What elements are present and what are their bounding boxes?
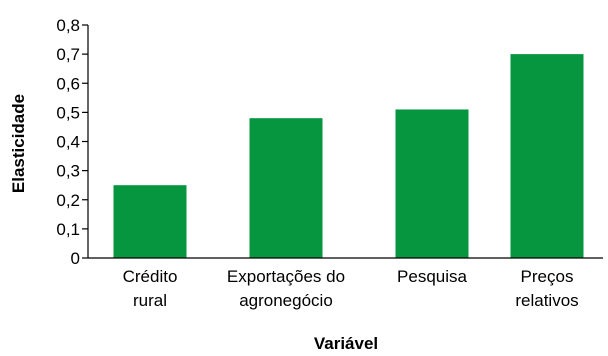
y-tick-label: 0,2 [56, 191, 80, 210]
y-tick-label: 0,7 [56, 45, 80, 64]
x-category-label: Exportações do agronegócio [227, 267, 345, 310]
y-tick-label: 0,5 [56, 103, 80, 122]
x-category-label: Pesquisa [397, 267, 467, 286]
bar [249, 118, 323, 258]
x-axis-category-labels: Crédito rural Exportações do agronegócio Pes… [123, 267, 579, 310]
y-tick-label: 0 [71, 249, 80, 268]
x-category-label: Crédito rural [123, 267, 178, 310]
bar [113, 185, 187, 258]
y-axis-ticks: 0 0,1 0,2 0,3 0,4 0,5 0,6 0,7 0,8 [56, 16, 88, 268]
bar [395, 109, 469, 259]
y-tick-label: 0,1 [56, 220, 80, 239]
axes [87, 25, 603, 259]
x-axis-title: Variável [314, 334, 378, 353]
x-category-label: Preços relativos [515, 267, 578, 310]
y-tick-label: 0,6 [56, 74, 80, 93]
bars [113, 54, 584, 259]
y-tick-label: 0,3 [56, 162, 80, 181]
y-tick-label: 0,4 [56, 133, 80, 152]
y-axis-title: Elasticidade [9, 94, 28, 193]
y-tick-label: 0,8 [56, 16, 80, 35]
bar [510, 54, 584, 258]
